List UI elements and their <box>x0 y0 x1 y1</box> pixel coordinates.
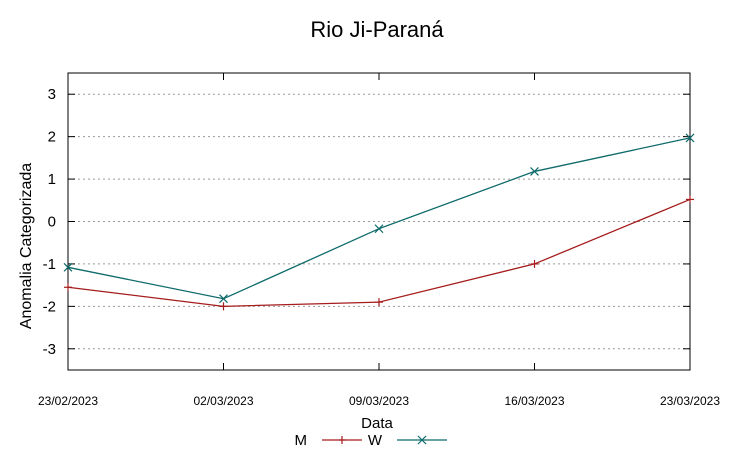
x-tick-label: 09/03/2023 <box>349 394 409 408</box>
legend-marker <box>417 435 427 445</box>
y-tick-label: -2 <box>43 298 56 315</box>
series-w <box>63 133 695 304</box>
data-point-w <box>374 224 384 234</box>
legend-label: M <box>295 432 308 449</box>
y-tick-label: -1 <box>43 256 56 273</box>
y-tick-label: 1 <box>48 171 56 188</box>
chart-title: Rio Ji-Paraná <box>310 17 444 42</box>
legend-label: W <box>368 432 383 449</box>
axes: -3 -2 -1 0 1 2 3 23/02/2023 02/03/2023 09/03/2023… <box>38 72 720 408</box>
y-tick-label: 2 <box>48 129 56 146</box>
x-tick-label: 16/03/2023 <box>504 394 564 408</box>
x-axis-label: Data <box>361 415 393 432</box>
y-tick-label: 0 <box>48 214 56 231</box>
legend-item-m: M <box>295 432 362 449</box>
data-point-w <box>219 294 228 304</box>
y-tick-label: -3 <box>43 341 56 358</box>
x-tick-label: 23/03/2023 <box>660 394 720 408</box>
x-tick-label: 23/02/2023 <box>38 394 98 408</box>
data-point-w <box>685 133 695 143</box>
data-point-w <box>530 167 539 176</box>
grid-lines <box>68 93 690 350</box>
legend-item-w: W <box>368 432 447 449</box>
data-point-w <box>63 262 73 272</box>
y-axis-label: Anomalia Categorizada <box>18 163 35 329</box>
plot-frame <box>67 72 691 371</box>
y-tick-label: 3 <box>48 86 56 103</box>
series-group <box>63 133 695 311</box>
x-tick-label: 02/03/2023 <box>193 394 253 408</box>
series-line-w <box>67 137 691 300</box>
series-m <box>64 195 694 311</box>
series-line-m <box>67 198 691 308</box>
